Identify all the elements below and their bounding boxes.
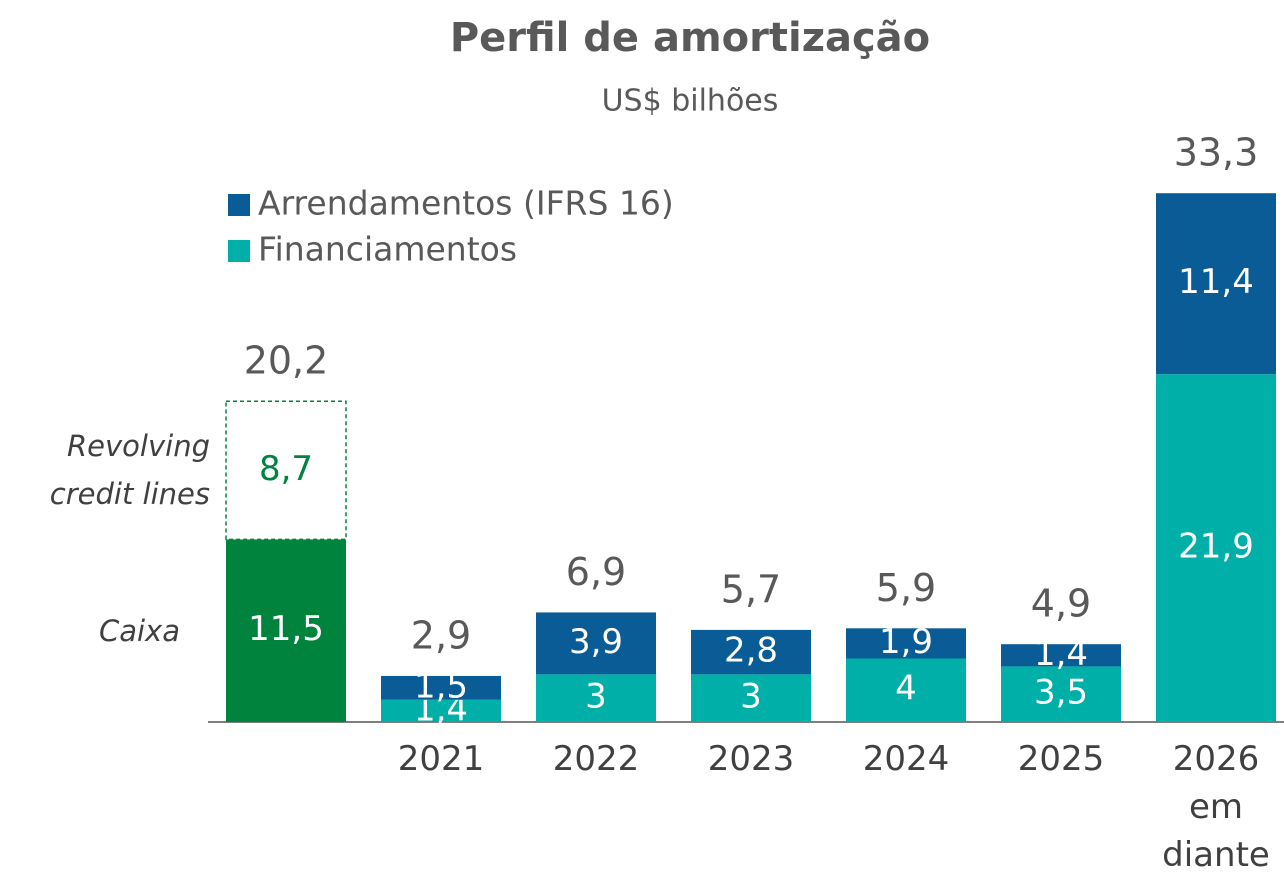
total-label: 5,9 — [876, 566, 936, 610]
bar-segment — [691, 674, 811, 722]
value-label: 1,5 — [414, 666, 468, 706]
legend-label: Arrendamentos (IFRS 16) — [258, 184, 674, 223]
side-label: Caixa — [98, 613, 180, 648]
total-label: 2,9 — [411, 613, 471, 657]
value-label: 3,9 — [569, 622, 623, 662]
bar-segment — [536, 674, 656, 722]
bar-segment — [1156, 374, 1276, 722]
x-tick-label: 2023 — [707, 739, 795, 779]
bar-segment — [846, 658, 966, 722]
bar-segment — [1001, 644, 1121, 667]
value-label: 1,9 — [879, 622, 933, 662]
side-label: Revolving credit lines — [49, 429, 210, 512]
bar-segment — [1156, 193, 1276, 375]
cash-bar — [226, 539, 346, 722]
total-label: 5,7 — [721, 567, 781, 611]
x-tick-label: 2026 em diante — [1162, 739, 1270, 875]
x-tick-label: 2024 — [862, 739, 950, 779]
legend-swatch — [228, 194, 250, 216]
x-tick-label: 2025 — [1017, 739, 1105, 779]
legend-swatch — [228, 240, 250, 262]
bar-segment — [1001, 666, 1121, 722]
value-label: 21,9 — [1178, 527, 1254, 567]
total-label: 33,3 — [1174, 131, 1259, 175]
x-tick-label: 2022 — [552, 739, 640, 779]
bar-segment — [691, 629, 811, 675]
legend-label: Financiamentos — [258, 230, 517, 269]
value-label: 11,4 — [1178, 262, 1254, 302]
value-label: 3 — [585, 677, 607, 717]
value-label: 3,5 — [1034, 673, 1088, 713]
total-label: 4,9 — [1031, 582, 1091, 626]
value-label: 3 — [740, 677, 762, 717]
bar-segment — [536, 612, 656, 675]
total-label: 6,9 — [566, 550, 626, 594]
value-label: 8,7 — [259, 449, 313, 489]
bar-segment — [381, 675, 501, 700]
value-label: 2,8 — [724, 631, 778, 671]
x-tick-label: 2021 — [397, 739, 485, 779]
chart-subtitle: US$ bilhões — [602, 84, 779, 119]
chart-title: Perfil de amortização — [450, 15, 930, 61]
bar-segment — [846, 628, 966, 659]
value-label: 11,5 — [248, 609, 324, 649]
value-label: 4 — [895, 669, 917, 709]
value-label: 1,4 — [1034, 634, 1088, 674]
bar-segment — [381, 699, 501, 722]
total-label: 20,2 — [244, 339, 329, 383]
revolving-bar — [225, 400, 347, 541]
